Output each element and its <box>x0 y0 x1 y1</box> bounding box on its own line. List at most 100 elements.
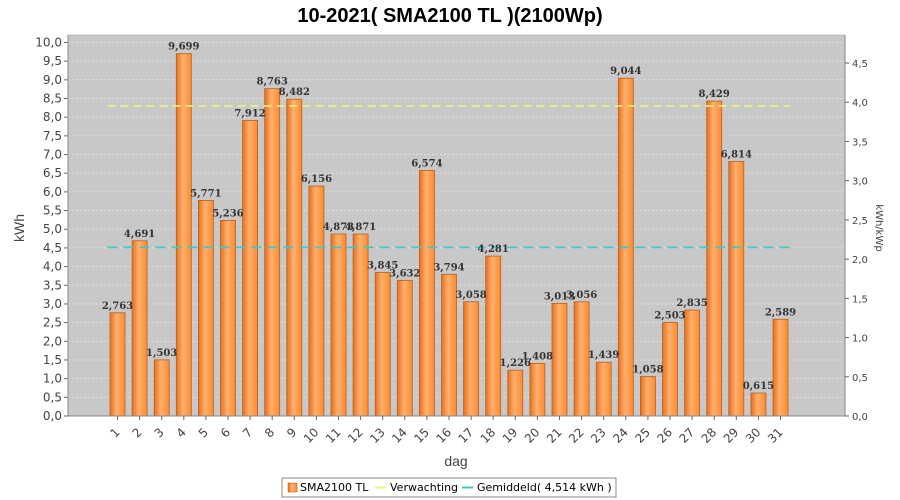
x-tick-label: 21 <box>544 425 565 446</box>
x-tick-label: 20 <box>522 425 543 446</box>
bar-value-label: 2,503 <box>654 311 685 322</box>
x-tick-label: 2 <box>129 425 144 440</box>
x-tick-label: 5 <box>196 425 211 440</box>
y-tick-label: 0,0 <box>43 409 62 423</box>
y2-tick-label: 2,0 <box>852 255 868 266</box>
bar-value-label: 5,236 <box>212 208 243 219</box>
bar-value-label: 1,439 <box>588 350 619 361</box>
bar <box>153 359 170 417</box>
x-tick-label: 18 <box>478 425 499 446</box>
legend: SMA2100 TL Verwachting Gemiddeld( 4,514 … <box>281 477 617 498</box>
y-axis: 0,0 0,5 1,0 1,5 2,0 2,5 3,0 3,5 4,0 4,5 5,0 5,5 6,0 6… <box>35 35 69 423</box>
y2-tick-label: 3,0 <box>852 177 868 188</box>
y2-tick-label: 0,0 <box>852 412 868 423</box>
y-tick-label: 6,0 <box>43 185 62 199</box>
x-tick-label: 17 <box>456 425 477 446</box>
bar-value-label: 3,056 <box>566 290 597 301</box>
y-tick-label: 10,0 <box>35 35 62 49</box>
legend-item-bars: SMA2100 TL <box>300 481 369 494</box>
bar <box>396 279 413 417</box>
bar <box>595 361 612 417</box>
y-tick-label: 6,5 <box>43 166 62 180</box>
bar-value-label: 4,281 <box>478 244 509 255</box>
x-tick-label: 4 <box>174 425 189 440</box>
x-tick-label: 15 <box>411 425 432 446</box>
x-tick-label: 27 <box>677 425 698 446</box>
x-tick-label: 29 <box>721 425 742 446</box>
bar-value-label: 8,763 <box>257 77 288 88</box>
bar-value-label: 7,912 <box>234 108 265 119</box>
legend-item-average: Gemiddeld( 4,514 kWh ) <box>477 481 612 494</box>
bar <box>507 369 524 417</box>
y-tick-label: 7,0 <box>43 148 62 162</box>
bar <box>640 376 656 417</box>
chart-title: 10-2021( SMA2100 TL )(2100Wp) <box>297 5 602 27</box>
x-tick-label: 12 <box>345 425 366 446</box>
bar-value-label: 3,058 <box>455 290 486 301</box>
bar <box>286 98 303 417</box>
x-tick-label: 22 <box>566 425 587 446</box>
legend-item-expected: Verwachting <box>390 481 458 494</box>
bar <box>175 53 192 417</box>
x-tick-label: 31 <box>765 425 786 446</box>
y-tick-label: 3,0 <box>43 297 62 311</box>
y2-tick-label: 4,5 <box>852 59 868 70</box>
bar-value-label: 9,699 <box>168 42 199 53</box>
bars <box>109 53 789 417</box>
bar-value-label: 2,763 <box>102 301 133 312</box>
y-tick-label: 1,5 <box>43 353 62 367</box>
x-tick-label: 8 <box>262 425 277 440</box>
bar <box>463 301 480 417</box>
y2-tick-label: 1,5 <box>852 294 868 305</box>
bar <box>352 233 369 417</box>
legend-swatch-bars <box>287 482 298 493</box>
y2-tick-label: 4,0 <box>852 98 868 109</box>
bar-value-label: 8,482 <box>279 87 310 98</box>
bar <box>308 185 325 417</box>
bar <box>242 120 259 417</box>
y-tick-label: 5,0 <box>43 222 62 236</box>
bar <box>750 392 767 417</box>
bar-value-label: 6,156 <box>301 174 332 185</box>
bar-value-label: 3,845 <box>367 260 398 271</box>
y2-tick-label: 3,5 <box>852 137 868 148</box>
bar <box>374 271 391 417</box>
y-tick-label: 2,5 <box>43 316 62 330</box>
y-tick-label: 9,5 <box>43 54 62 68</box>
bar-value-label: 5,771 <box>190 188 221 199</box>
x-tick-label: 1 <box>107 425 122 440</box>
bar <box>706 100 723 417</box>
bar <box>485 255 502 417</box>
y-tick-label: 7,5 <box>43 129 62 143</box>
bar-value-label: 6,574 <box>411 158 442 169</box>
bar-value-label: 6,814 <box>721 149 752 160</box>
y-tick-label: 8,0 <box>43 110 62 124</box>
y2-tick-label: 0,5 <box>852 373 868 384</box>
bar <box>551 303 568 417</box>
data-labels: 2,763 4,691 1,503 9,699 5,771 5,236 7,912 8,763… <box>102 42 796 392</box>
bar <box>418 170 435 417</box>
bar <box>197 200 214 417</box>
x-tick-label: 3 <box>152 425 167 440</box>
x-tick-label: 9 <box>284 425 299 440</box>
y2-axis: 0,0 0,5 1,0 1,5 2,0 2,5 3,0 3,5 4,0 4,5 <box>844 35 868 423</box>
y2-tick-label: 2,5 <box>852 216 868 227</box>
bar <box>573 301 590 417</box>
x-tick-label: 30 <box>743 425 764 446</box>
y-tick-label: 5,5 <box>43 204 62 218</box>
bar-value-label: 1,226 <box>500 358 531 369</box>
x-axis: 1 2 3 4 5 6 7 8 9 10 11 12 13 14 15 16 17 18 19 20 21 22 23 24 2… <box>68 415 845 446</box>
bar <box>728 161 745 417</box>
reference-lines <box>107 105 791 249</box>
bar <box>264 88 281 417</box>
bar-value-label: 3,632 <box>389 268 420 279</box>
y-tick-label: 1,0 <box>43 372 62 386</box>
bar-value-label: 3,013 <box>544 291 575 302</box>
y-tick-label: 2,0 <box>43 334 62 348</box>
x-tick-label: 25 <box>632 425 653 446</box>
x-tick-label: 13 <box>367 425 388 446</box>
y-tick-label: 0,5 <box>43 390 62 404</box>
y-tick-label: 4,5 <box>43 241 62 255</box>
bar <box>109 312 126 417</box>
